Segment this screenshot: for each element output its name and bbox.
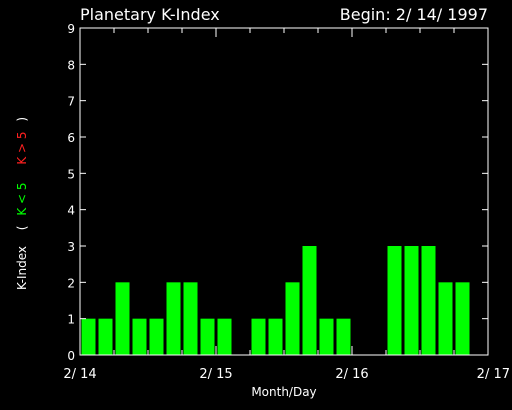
y-tick-label-8: 8: [67, 58, 75, 72]
y-axis-label-prefix: K-Index: [15, 246, 29, 290]
x-axis-label: Month/Day: [251, 385, 316, 399]
bar-4: [149, 318, 164, 355]
bar-5: [166, 282, 181, 355]
y-tick-label-3: 3: [67, 240, 75, 254]
begin-date-label: Begin: 2/ 14/ 1997: [340, 5, 488, 24]
y-tick-label-2: 2: [67, 276, 75, 290]
y-axis-label: K-Index ( K < 5 K > 5 ): [15, 117, 29, 290]
y-axis-label-close: ): [15, 117, 29, 122]
y-tick-label-7: 7: [67, 95, 75, 109]
x-axis: 2/ 14 2/ 15 2/ 16 2/ 17: [63, 28, 510, 382]
y-tick-label-9: 9: [67, 22, 75, 36]
x-tick-label-1: 2/ 15: [199, 367, 232, 382]
y-tick-label-6: 6: [67, 131, 75, 145]
bar-2: [115, 282, 130, 355]
bar-3: [132, 318, 147, 355]
svg-text:K-Index ( K < 5: K-Index ( K < 5 K > 5 ): [15, 117, 29, 290]
bar-15: [336, 318, 351, 355]
bar-13: [302, 246, 317, 355]
bar-12: [285, 282, 300, 355]
y-axis-label-high: K > 5: [15, 131, 29, 164]
x-tick-label-0: 2/ 14: [63, 367, 96, 382]
bar-10: [251, 318, 266, 355]
bar-18: [387, 246, 402, 355]
x-tick-label-3: 2/ 17: [477, 367, 510, 382]
y-tick-label-1: 1: [67, 313, 75, 327]
bar-8: [217, 318, 232, 355]
y-tick-label-0: 0: [67, 349, 75, 363]
bar-14: [319, 318, 334, 355]
y-tick-label-5: 5: [67, 167, 75, 181]
bar-0: [81, 318, 96, 355]
bar-11: [268, 318, 283, 355]
y-axis-label-open: (: [15, 226, 29, 231]
y-axis-label-low: K < 5: [15, 182, 29, 215]
bar-6: [183, 282, 198, 355]
plot-frame: [79, 27, 489, 356]
bar-21: [438, 282, 453, 355]
bar-22: [455, 282, 470, 355]
bars-group: [81, 246, 470, 355]
x-tick-label-2: 2/ 16: [335, 367, 368, 382]
y-tick-label-4: 4: [67, 204, 75, 218]
chart-title: Planetary K-Index: [80, 5, 220, 24]
bar-7: [200, 318, 215, 355]
bar-20: [421, 246, 436, 355]
bar-19: [404, 246, 419, 355]
bar-1: [98, 318, 113, 355]
